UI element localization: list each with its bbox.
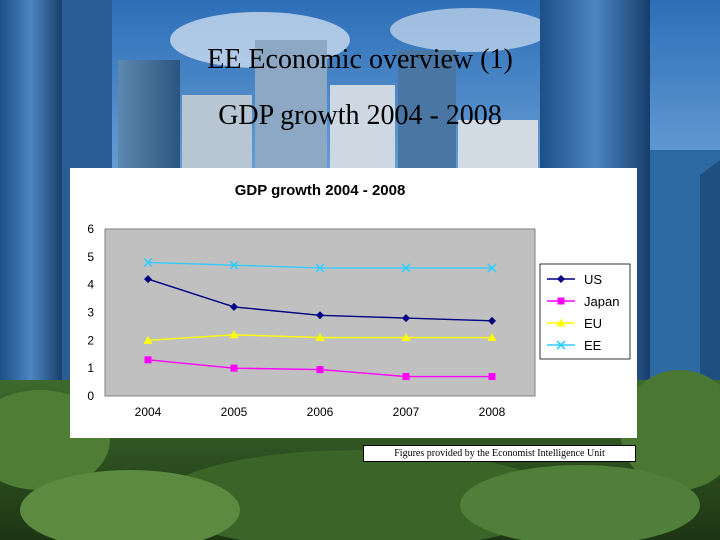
y-tick-label: 1 [87,361,94,375]
data-point-marker [143,257,153,267]
legend-box [539,263,631,360]
x-tick-label: 2008 [479,405,506,419]
data-point-marker [144,356,152,364]
data-point-marker [488,316,496,325]
data-point-marker [557,275,565,283]
slide-title: EE Economic overview (1) [207,44,513,75]
x-tick-label: 2005 [221,405,248,419]
data-point-marker [144,275,152,284]
slide-subtitle: GDP growth 2004 - 2008 [218,100,502,131]
data-point-marker [229,260,239,270]
y-tick-label: 5 [87,250,94,264]
legend-label: US [584,272,602,287]
y-tick-label: 4 [87,278,94,292]
data-point-marker [401,263,411,273]
x-tick-label: 2006 [307,405,334,419]
data-point-marker [488,373,496,381]
data-point-marker [402,314,410,323]
x-tick-label: 2007 [393,405,420,419]
y-tick-label: 3 [87,306,94,320]
legend-label: EU [584,316,602,331]
data-point-marker [402,373,410,381]
data-point-marker [316,311,324,320]
data-point-marker [556,340,566,350]
data-point-marker [230,364,238,372]
data-point-marker [401,333,411,342]
y-tick-label: 0 [87,389,94,403]
data-point-marker [229,330,239,339]
gdp-line-chart: GDP growth 2004 - 2008 0 1 2 3 4 5 6 2004 2005 20… [87,182,631,419]
source-caption: Figures provided by the Economist Intell… [363,445,636,462]
gdp-chart: GDP growth 2004 - 2008 0 1 2 3 4 5 6 2004 2005 20… [70,168,637,438]
data-point-marker [557,297,565,305]
y-tick-label: 2 [87,333,94,347]
data-point-marker [556,318,566,327]
y-tick-label: 6 [87,222,94,236]
x-tick-label: 2004 [135,405,162,419]
legend-label: Japan [584,294,619,309]
data-point-marker [315,263,325,273]
legend-label: EE [584,338,602,353]
data-point-marker [230,302,238,311]
data-point-marker [487,263,497,273]
data-point-marker [487,333,497,342]
chart-title: GDP growth 2004 - 2008 [235,182,406,199]
data-point-marker [315,333,325,342]
data-point-marker [143,335,153,344]
data-point-marker [316,366,324,374]
